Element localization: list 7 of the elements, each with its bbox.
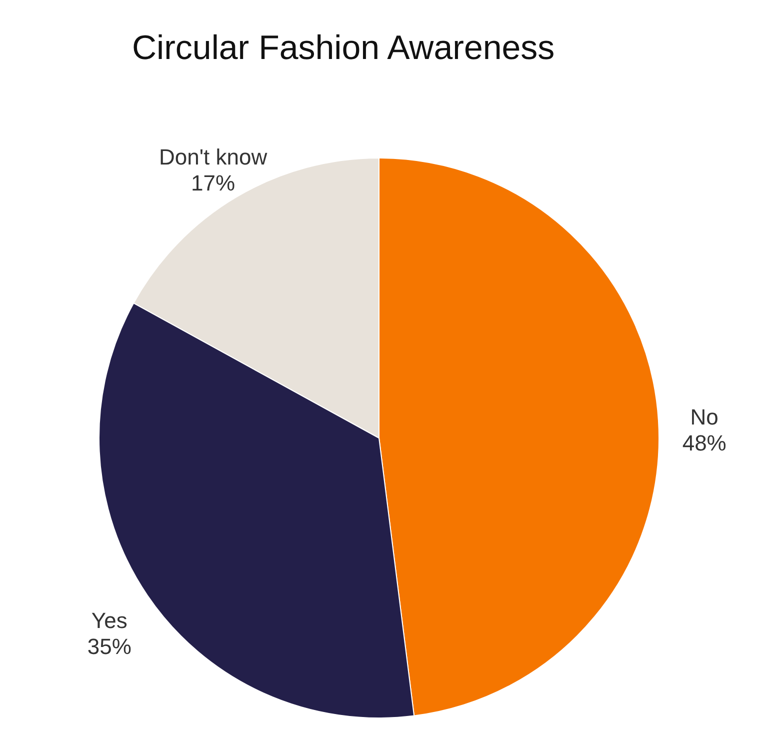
slice-label: Don't know xyxy=(158,144,268,170)
data-label: 48% xyxy=(682,430,726,456)
data-label: 17% xyxy=(191,170,236,196)
slice-label: No xyxy=(690,404,718,430)
slice-label: Yes xyxy=(91,608,128,634)
chart-title: Circular Fashion Awareness xyxy=(132,29,555,67)
data-label: 35% xyxy=(87,634,132,660)
